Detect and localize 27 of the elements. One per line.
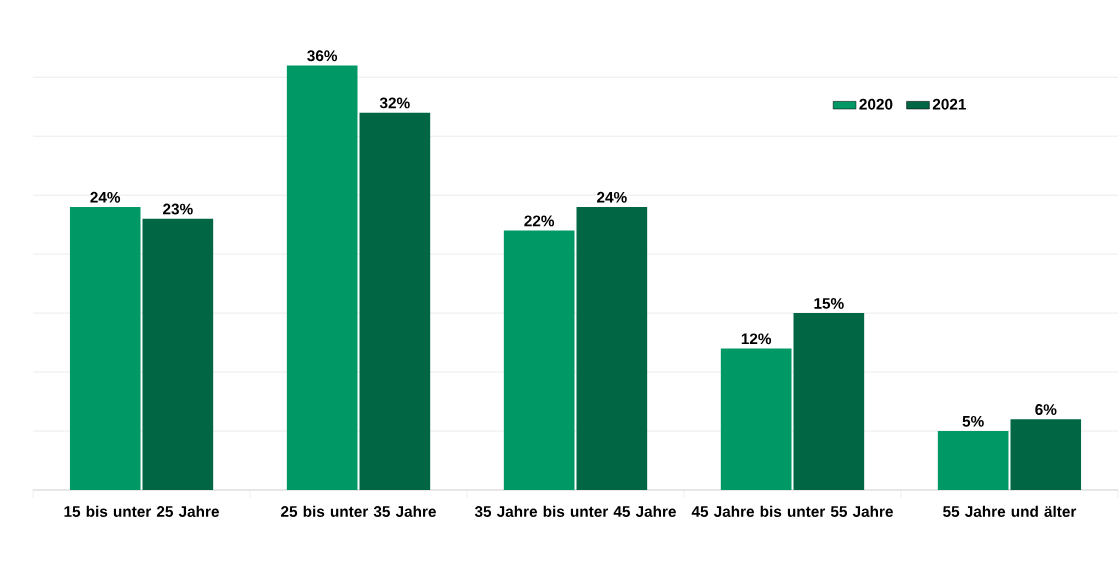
data-label: 23% xyxy=(163,203,193,215)
bar xyxy=(69,206,141,490)
bar xyxy=(576,206,648,490)
bar xyxy=(359,112,431,490)
data-label: 24% xyxy=(597,191,627,203)
data-label: 22% xyxy=(524,215,555,227)
bar xyxy=(793,313,865,490)
data-label: 24% xyxy=(90,191,121,203)
bar xyxy=(720,348,792,490)
x-tick-label: 35 Jahre bis unter 45 Jahre xyxy=(474,505,676,517)
data-label: 32% xyxy=(379,97,410,109)
x-tick-label: 45 Jahre bis unter 55 Jahre xyxy=(691,505,893,517)
bar xyxy=(286,65,358,490)
x-tick-label: 55 Jahre und älter xyxy=(943,505,1077,517)
data-label: 36% xyxy=(307,50,338,62)
data-label: 15% xyxy=(814,298,844,309)
legend-label: 2020 xyxy=(859,98,893,110)
data-label: 6% xyxy=(1035,404,1057,415)
data-label: 12% xyxy=(741,333,772,345)
x-tick-label: 15 bis unter 25 Jahre xyxy=(64,505,219,517)
legend-label: 2021 xyxy=(932,98,966,110)
bar xyxy=(1010,419,1082,490)
bar xyxy=(503,230,575,490)
x-tick-label: 25 bis unter 35 Jahre xyxy=(281,505,436,517)
bar xyxy=(937,431,1009,490)
bar xyxy=(142,218,214,490)
data-label: 5% xyxy=(962,415,984,427)
